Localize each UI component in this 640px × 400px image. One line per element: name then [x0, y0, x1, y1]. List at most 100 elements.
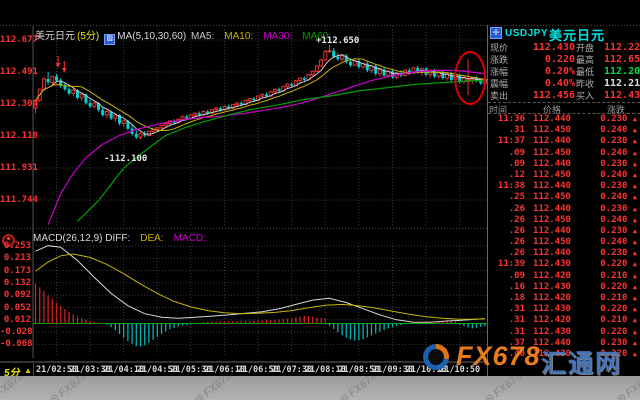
macd-tick-label: 0.173 [3, 265, 31, 276]
ma-legend-item: MA60: [302, 31, 332, 42]
sales-row: .26 112.450 0.240 ▲ [508, 237, 637, 248]
time-tick-label: 21/02:50 [36, 365, 77, 375]
sales-row: .26 112.440 0.230 ▲ [508, 248, 637, 259]
sales-row: .26 112.440 0.230 ▲ [508, 225, 637, 236]
sales-row: .26 112.440 0.230 ▲ [508, 203, 637, 214]
quote-field-label: 涨幅 [490, 67, 509, 77]
diagonal-watermark: ◎ FX678 [613, 376, 640, 400]
macd-tick-label: 0.253 [3, 241, 31, 251]
macd-settings-label: MACD(26,12,9) [33, 233, 103, 244]
main-chart-legend: 美元日元 (5分) ▨ MA(5,10,30,60) MA5: MA10: MA30: MA… [35, 27, 343, 45]
divider [33, 363, 34, 377]
diagonal-watermark: ◎ FX678 [336, 376, 380, 400]
high-annotation: +112.650 [316, 36, 360, 46]
macd-tick-label: -0.028 [0, 327, 33, 338]
divider [488, 102, 640, 103]
price-macd-chart[interactable] [0, 0, 640, 376]
ma-settings-label: MA(5,10,30,60) [117, 31, 187, 42]
quote-field-label: 涨跌 [490, 55, 509, 65]
quote-name: 美元日元 [549, 28, 606, 43]
diagonal-watermark: ◎ FX678 [481, 376, 525, 400]
time-tick-label: 21/03:30 [69, 365, 111, 375]
price-tick-label: 112.118 [0, 131, 38, 141]
divider [488, 113, 640, 114]
sales-row: .26 112.450 0.240 ▲ [508, 214, 637, 225]
sales-row: 11:38 112.440 0.230 ▲ [497, 181, 637, 192]
sales-row: .31 112.430 0.220 ▲ [508, 304, 637, 315]
quote-field-label: 卖出 [490, 91, 509, 101]
sales-row: 11:36 112.440 0.230 ▲ [497, 114, 637, 124]
col-change: 涨跌 [606, 105, 625, 115]
panel-divider [487, 25, 488, 376]
sales-row: .12 112.450 0.240 ▲ [508, 169, 637, 180]
time-tick-label: 21/04:50 [136, 365, 178, 375]
macd-diff-line [35, 245, 485, 323]
quote-field-value: 112.200 [604, 66, 640, 77]
ma30-line [47, 69, 485, 225]
time-tick-label: 21/08:50 [338, 365, 380, 375]
macd-tick-label: 0.052 [3, 302, 31, 313]
ma-legend-item: MA30: [263, 31, 293, 42]
time-tick-label: 21/10:50 [439, 365, 481, 375]
quote-field-value: 112.430 [532, 42, 575, 53]
time-tick-label: 21/06:50 [237, 365, 279, 375]
diagonal-watermark: ◎ FX678 [46, 376, 90, 400]
sales-row: .16 112.430 0.220 ▲ [508, 281, 637, 292]
quote-field-value: 112.456 [532, 90, 575, 101]
macd-legend: MACD(26,12,9) DIFF: DEA: MACD: [33, 233, 216, 244]
ma-legend-item: MA10: [224, 31, 254, 42]
sales-row: .31 112.450 0.240 ▲ [508, 125, 637, 136]
time-sales-list[interactable]: 11:36 112.440 0.230 ▲ .31 112.450 0.240 ▲ 11:3… [489, 114, 637, 360]
quote-field-value: 112.220 [604, 42, 640, 53]
quote-field-value: 0.20% [544, 66, 575, 77]
sales-row: .40 112.430 0.220 ▲ [508, 348, 637, 359]
price-tick-label: 111.744 [0, 195, 38, 205]
price-tick-label: 111.931 [0, 163, 38, 173]
chart-overlay-icon[interactable]: ▨ [104, 34, 116, 45]
time-tick-label: 21/05:30 [170, 365, 212, 375]
price-tick-label: 112.677 [0, 35, 38, 45]
sales-row: .31 112.430 0.220 ▲ [508, 326, 637, 337]
macd-tick-label: 0.213 [3, 253, 31, 264]
macd-histogram [34, 283, 486, 347]
alert-record-icon[interactable] [2, 234, 15, 247]
quote-field-value: 0.40% [544, 78, 575, 89]
highlight-ellipse-annotation [454, 51, 487, 105]
period-title: (5分) [77, 31, 100, 42]
ma-legend-item: MA5: [190, 31, 215, 42]
time-axis-bar: 5分 ▲ 21/02:50 21/03:30 21/04:10 21/04:50 21/… [0, 362, 487, 379]
pin-panel-icon[interactable]: ✛ [490, 27, 502, 39]
macd-legend-item: MACD: [173, 233, 206, 244]
macd-dea-line [35, 253, 485, 320]
col-price: 价格 [542, 105, 561, 115]
quote-field-label: 昨收 [576, 79, 595, 89]
period-selector[interactable]: 5分 [4, 368, 20, 379]
ma60-line [77, 79, 485, 222]
macd-legend-item: DEA: [140, 233, 164, 244]
quote-symbol: USDJPY [505, 28, 549, 39]
col-time: 时间 [489, 105, 508, 115]
symbol-title: 美元日元 [35, 31, 75, 42]
quote-field-value: 0.220 [544, 54, 575, 65]
sales-row: .31 112.420 0.210 ▲ [508, 315, 637, 326]
time-tick-label: 21/04:10 [103, 365, 145, 375]
sales-row: .09 112.420 0.210 ▲ [508, 270, 637, 281]
ma-legend: MA5: MA10: MA30: MA60: [191, 31, 341, 42]
period-up-arrow-icon[interactable]: ▲ [24, 366, 32, 375]
quote-field-value: 112.210 [604, 78, 640, 89]
macd-tick-label: -0.068 [0, 339, 33, 350]
price-tick-label: 112.304 [0, 99, 38, 109]
macd-tick-label: 0.092 [3, 290, 31, 301]
quote-summary-grid: 现价112.430开盘112.220涨跌0.220最高112.650涨幅0.20… [490, 42, 640, 102]
sales-row: 11:39 112.430 0.220 ▲ [497, 259, 637, 270]
sell-signal-arrow-icon [61, 68, 67, 73]
time-tick-label: 21/08:10 [304, 365, 346, 375]
time-tick-label: 21/10:10 [405, 365, 447, 375]
page-background-strip: ◎ FX678 ◎ FX678 ◎ FX678 ◎ FX678 ◎ FX678 ◎ FX6… [0, 376, 640, 400]
quote-field-value: 112.650 [604, 54, 640, 65]
macd-tick-label: 0.132 [3, 277, 31, 288]
sales-row: 11:37 112.440 0.230 ▲ [497, 136, 637, 147]
quote-field-value: 112.430 [604, 90, 640, 101]
sales-row: .25 112.450 0.240 ▲ [508, 192, 637, 203]
